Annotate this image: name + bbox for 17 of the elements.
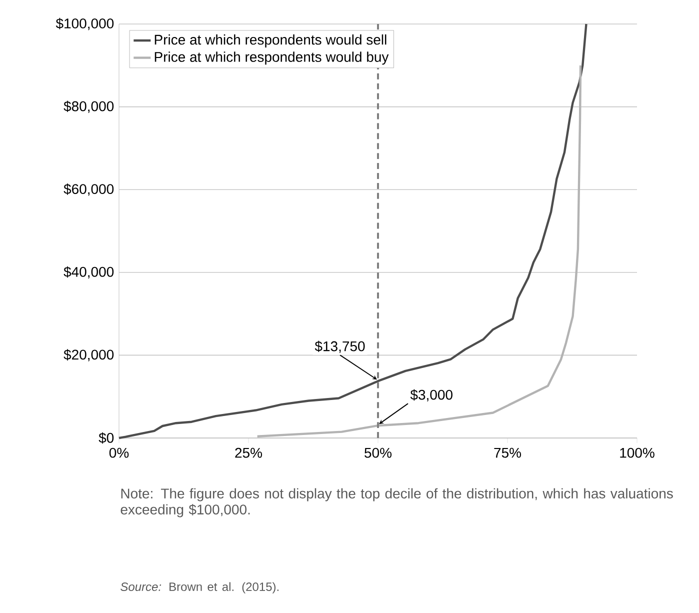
annotation: $13,750 bbox=[314, 340, 365, 353]
legend-label: Price at which respondents would buy bbox=[154, 52, 389, 65]
y-tick-label: $40,000 bbox=[64, 266, 114, 278]
y-tick-label: $60,000 bbox=[64, 184, 114, 196]
text: Note: The figure does not display the top decile of the distribution, which has valuations exceeding $100,000. bbox=[120, 488, 673, 518]
x-tick-label: 100% bbox=[620, 448, 654, 458]
y-tick-label: $100,000 bbox=[56, 18, 114, 30]
x-tick-label: 25% bbox=[235, 448, 262, 458]
x-tick-label: 50% bbox=[364, 448, 392, 458]
annotation: $3,000 bbox=[410, 389, 452, 402]
y-tick-label: $0 bbox=[98, 432, 114, 444]
y-tick-label: $80,000 bbox=[64, 100, 114, 113]
text: Source: Brown et al. (2015). bbox=[120, 582, 278, 594]
x-tick-label: 75% bbox=[494, 448, 522, 458]
y-tick-label: $20,000 bbox=[64, 349, 114, 362]
x-tick-label: 0% bbox=[109, 448, 129, 458]
legend-label: Price at which respondents would sell bbox=[154, 34, 386, 48]
